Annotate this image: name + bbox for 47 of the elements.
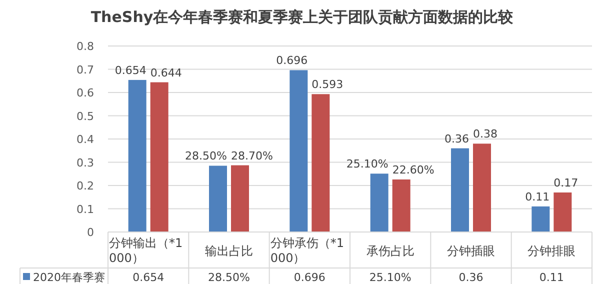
bar [209,166,227,232]
bar [128,80,146,232]
data-label: 0.654 [132,271,164,284]
data-label: 25.10% [369,271,412,284]
x-tick-label: 承伤占比 [366,244,414,258]
y-tick-label: 0.2 [76,180,94,192]
bar [370,174,388,232]
x-tick-label: 分钟输出（*1000） [109,236,184,266]
y-tick-label: 0.4 [76,133,94,146]
bar [150,82,168,232]
bar [473,144,491,232]
data-label: 0.38 [473,128,498,141]
text: 0.36 [444,132,469,146]
text: 0.696 [276,54,308,68]
y-tick-label: 0.3 [76,156,94,170]
text: 0.654 [114,64,146,77]
bar [231,165,249,232]
data-label: 28.50% [208,271,250,284]
bar [451,148,469,232]
data-label: 0.593 [312,78,344,92]
data-label: 0.11 [539,271,564,284]
y-tick-label: 0.7 [76,63,94,76]
data-label: 0.36 [458,271,484,284]
x-tick-label: 分钟插眼 [446,244,495,258]
data-label: 0.17 [554,176,578,190]
x-tick-label: 分钟承伤（*1000） [270,236,345,266]
data-label: 28.70% [231,149,273,162]
y-tick-label: 0.8 [76,40,94,53]
bar [312,94,330,232]
y-tick-label: 0.5 [76,110,94,123]
data-label: 0.644 [150,66,182,80]
legend-label: 2020年春季赛 [33,271,105,284]
bar [392,179,410,232]
bar [290,70,308,232]
bar [532,206,550,232]
x-tick-label: 分钟排眼 [528,244,576,258]
y-tick-label: 0.6 [76,86,94,100]
data-label: 22.60% [392,163,434,176]
y-tick-label: 0 [87,226,94,239]
text: 0.11 [525,190,550,204]
text: 25.10% [346,158,388,171]
y-tick-label: 0.1 [76,202,94,216]
bar [554,192,572,232]
text: 28.50% [185,150,227,163]
data-label: 0.696 [294,271,326,284]
chart-title: TheShy在今年春季赛和夏季赛上关于团队贡献方面数据的比较 [90,8,514,26]
x-tick-label: 输出占比 [204,244,253,258]
